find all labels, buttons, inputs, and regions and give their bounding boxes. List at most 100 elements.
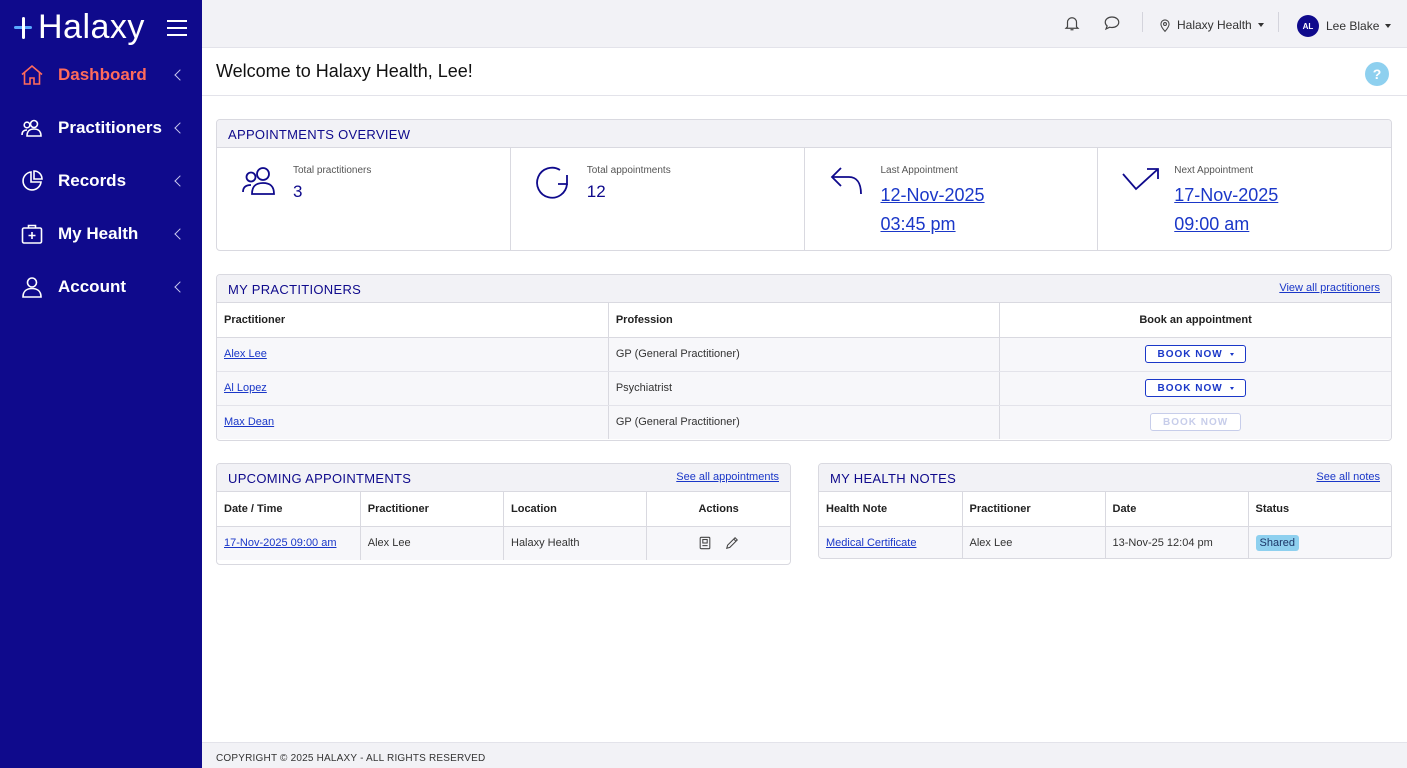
- column-header: Location: [503, 492, 648, 527]
- card-title: MY PRACTITIONERS: [228, 282, 362, 297]
- location-selector[interactable]: Halaxy Health: [1158, 14, 1264, 36]
- my-health-notes-card: MY HEALTH NOTES See all notes Health Not…: [818, 463, 1392, 559]
- column-header: Practitioner: [962, 492, 1106, 527]
- last-appointment-link[interactable]: 12-Nov-2025 03:45 pm: [881, 181, 985, 239]
- people-icon: [20, 116, 44, 140]
- location-cell: Halaxy Health: [503, 526, 648, 560]
- table-row: Medical Certificate Alex Lee 13-Nov-25 1…: [819, 526, 1391, 558]
- see-all-appointments-link[interactable]: See all appointments: [676, 471, 779, 483]
- table-row: Max Dean GP (General Practitioner) BOOK …: [217, 405, 1391, 439]
- health-note-link[interactable]: Medical Certificate: [826, 537, 917, 550]
- practitioners-table: Practitioner Profession Book an appointm…: [217, 303, 1391, 439]
- stat-value: 3: [293, 182, 303, 201]
- card-title: MY HEALTH NOTES: [830, 471, 957, 486]
- footer: COPYRIGHT © 2025 HALAXY - ALL RIGHTS RES…: [202, 742, 1407, 768]
- overview-stats: Total practitioners 3 Total appointments…: [217, 148, 1391, 250]
- main-content: APPOINTMENTS OVERVIEW Total practitioner…: [202, 96, 1407, 742]
- book-now-button-disabled: BOOK NOW: [1150, 413, 1242, 432]
- pie-chart-icon: [20, 169, 44, 193]
- stat-label: Total appointments: [586, 165, 671, 176]
- column-header: Status: [1248, 492, 1391, 527]
- practitioner-link[interactable]: Al Lopez: [224, 382, 267, 394]
- bell-icon[interactable]: [1063, 14, 1083, 34]
- chevron-down-icon: [1257, 23, 1264, 27]
- column-header: Actions: [646, 492, 790, 527]
- user-name: Lee Blake: [1326, 19, 1380, 33]
- location-pin-icon: [1160, 18, 1170, 32]
- copyright-text: COPYRIGHT © 2025 HALAXY - ALL RIGHTS RES…: [216, 753, 486, 764]
- button-label: BOOK NOW: [1157, 348, 1223, 360]
- card-header: MY HEALTH NOTES See all notes: [819, 464, 1391, 492]
- book-cell: BOOK NOW: [999, 371, 1391, 406]
- see-all-notes-link[interactable]: See all notes: [1316, 471, 1380, 483]
- sidebar-item-practitioners[interactable]: Practitioners: [0, 101, 202, 154]
- hamburger-menu-icon[interactable]: [167, 20, 187, 36]
- logo-text: Halaxy: [38, 8, 145, 46]
- card-header: APPOINTMENTS OVERVIEW: [217, 120, 1391, 148]
- edit-pencil-icon[interactable]: [725, 536, 739, 550]
- stat-total-practitioners: Total practitioners 3: [217, 148, 511, 250]
- chat-icon[interactable]: [1103, 14, 1123, 34]
- sidebar-item-label: Dashboard: [58, 64, 147, 84]
- logo-plus-icon: [14, 15, 36, 39]
- reply-arrow-icon: [830, 167, 862, 195]
- sidebar-item-label: Records: [58, 170, 127, 190]
- practitioner-link[interactable]: Alex Lee: [224, 348, 267, 360]
- sidebar-item-label: Account: [58, 276, 126, 296]
- appointments-overview-card: APPOINTMENTS OVERVIEW Total practitioner…: [216, 119, 1392, 251]
- card-title: APPOINTMENTS OVERVIEW: [228, 127, 411, 142]
- book-cell: BOOK NOW: [999, 405, 1391, 439]
- table-header-row: Health Note Practitioner Date Status: [819, 492, 1391, 527]
- user-icon: [20, 275, 44, 299]
- refresh-icon: [535, 166, 568, 199]
- health-notes-table: Health Note Practitioner Date Status Med…: [819, 492, 1391, 558]
- welcome-bar: Welcome to Halaxy Health, Lee! ?: [202, 48, 1407, 96]
- column-header: Practitioner: [217, 303, 609, 338]
- card-header: MY PRACTITIONERS View all practitioners: [217, 275, 1391, 303]
- topbar-divider: [1142, 12, 1143, 32]
- practitioner-link[interactable]: Max Dean: [224, 416, 275, 429]
- stat-total-appointments: Total appointments 12: [511, 148, 805, 250]
- column-header: Health Note: [819, 492, 963, 527]
- sidebar-item-records[interactable]: Records: [0, 154, 202, 207]
- card-header: UPCOMING APPOINTMENTS See all appointmen…: [217, 464, 790, 492]
- column-header: Book an appointment: [999, 303, 1391, 338]
- chevron-down-icon: [1229, 352, 1234, 356]
- profession-cell: Psychiatrist: [608, 371, 1001, 406]
- view-all-practitioners-link[interactable]: View all practitioners: [1279, 282, 1380, 294]
- book-now-button[interactable]: BOOK NOW: [1145, 345, 1247, 363]
- people-icon: [242, 167, 275, 195]
- help-icon[interactable]: ?: [1365, 62, 1389, 86]
- practitioner-cell: Alex Lee: [962, 526, 1106, 558]
- table-row: 17-Nov-2025 09:00 am Alex Lee Halaxy Hea…: [217, 526, 790, 560]
- column-header: Date: [1105, 492, 1249, 527]
- chevron-left-icon: [174, 68, 186, 81]
- sidebar-item-dashboard[interactable]: Dashboard: [0, 48, 202, 101]
- sidebar-item-account[interactable]: Account: [0, 260, 202, 313]
- last-appointment-time: 03:45 pm: [880, 214, 956, 234]
- stat-label: Next Appointment: [1174, 165, 1254, 176]
- table-row: Al Lopez Psychiatrist BOOK NOW: [217, 371, 1391, 406]
- actions-cell: [646, 526, 790, 560]
- avatar: AL: [1297, 15, 1319, 37]
- card-title: UPCOMING APPOINTMENTS: [228, 471, 412, 486]
- profession-cell: GP (General Practitioner): [608, 337, 1001, 372]
- next-appointment-link[interactable]: 17-Nov-2025 09:00 am: [1174, 181, 1278, 239]
- table-row: Alex Lee GP (General Practitioner) BOOK …: [217, 337, 1391, 372]
- topbar-divider: [1278, 12, 1279, 32]
- book-now-button[interactable]: BOOK NOW: [1145, 379, 1247, 397]
- user-menu[interactable]: AL Lee Blake: [1297, 15, 1392, 37]
- halaxy-logo[interactable]: Halaxy: [14, 8, 145, 46]
- document-icon[interactable]: [698, 536, 712, 550]
- chevron-left-icon: [174, 174, 186, 187]
- chevron-down-icon: [1229, 386, 1234, 390]
- sidebar-item-my-health[interactable]: My Health: [0, 207, 202, 260]
- column-header: Practitioner: [360, 492, 505, 527]
- practitioner-cell: Alex Lee: [360, 526, 505, 560]
- table-header-row: Date / Time Practitioner Location Action…: [217, 492, 790, 527]
- status-cell: Shared: [1248, 526, 1391, 558]
- book-cell: BOOK NOW: [999, 337, 1391, 372]
- appointment-datetime-link[interactable]: 17-Nov-2025 09:00 am: [224, 537, 337, 550]
- chevron-left-icon: [174, 121, 186, 134]
- sidebar-nav: Dashboard Practitioners Records My Healt…: [0, 48, 202, 313]
